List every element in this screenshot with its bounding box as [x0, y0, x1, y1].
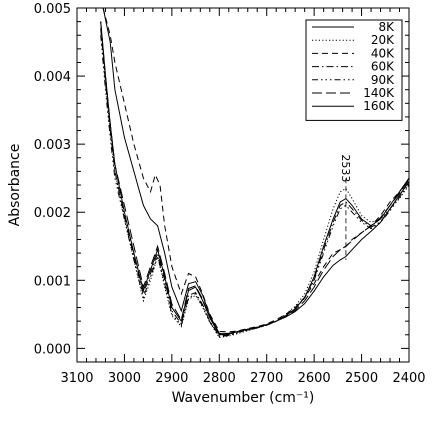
- series-layer: [100, 8, 409, 339]
- y-tick-label: 0.003: [34, 138, 71, 153]
- series-line-20K: [100, 21, 409, 339]
- ticks-layer: 3100 3000 2900 2800 2700 2600 2500 2400 0.000 0.0…: [34, 2, 426, 386]
- x-tick-label: 2800: [203, 371, 236, 386]
- legend-label-20K: 20K: [371, 33, 395, 47]
- y-tick-label: 0.002: [34, 206, 71, 221]
- legend-label-160K: 160K: [363, 99, 395, 113]
- legend-label-60K: 60K: [371, 60, 395, 74]
- series-line-160K: [102, 8, 409, 334]
- legend-label-90K: 90K: [371, 73, 395, 87]
- y-tick-label: 0.004: [34, 70, 71, 85]
- x-tick-label: 2500: [345, 371, 378, 386]
- x-tick-label: 3000: [108, 371, 141, 386]
- y-tick-label: 0.000: [34, 342, 71, 357]
- x-tick-label: 2600: [298, 371, 331, 386]
- series-line-40K: [102, 8, 409, 333]
- legend-label-40K: 40K: [371, 46, 395, 60]
- y-tick-label: 0.001: [34, 274, 71, 289]
- x-tick-label: 2400: [392, 371, 425, 386]
- y-tick-label: 0.005: [34, 2, 71, 17]
- x-tick-label: 2900: [155, 371, 188, 386]
- legend-label-140K: 140K: [363, 86, 395, 100]
- series-line-60K: [100, 28, 409, 337]
- x-tick-label: 3100: [60, 371, 93, 386]
- series-line-90K: [100, 35, 409, 338]
- legend-label-8K: 8K: [378, 20, 395, 34]
- legend-box: [305, 19, 403, 121]
- x-axis-title: Wavenumber (cm⁻¹): [172, 390, 315, 406]
- peak-annotation-2533: 2533: [339, 154, 352, 182]
- y-axis-title: Absorbance: [7, 144, 23, 227]
- x-tick-label: 2700: [250, 371, 283, 386]
